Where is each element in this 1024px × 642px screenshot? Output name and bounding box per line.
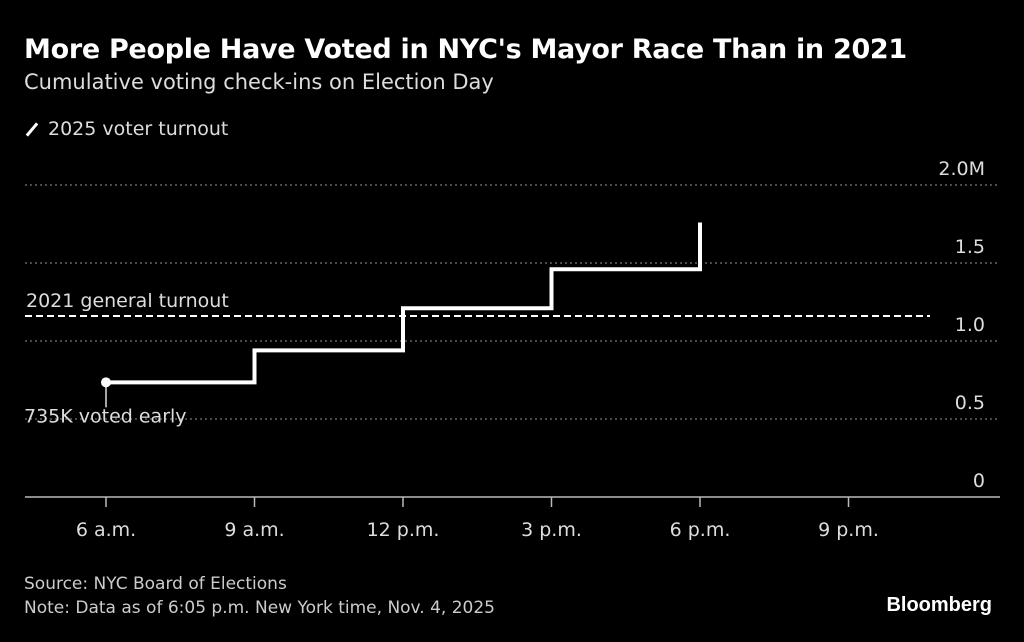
source-note: Source: NYC Board of Elections bbox=[24, 574, 287, 594]
chart-subtitle: Cumulative voting check-ins on Election … bbox=[24, 70, 494, 94]
x-tick-label: 9 a.m. bbox=[224, 519, 284, 541]
x-tick-label: 3 p.m. bbox=[521, 519, 582, 541]
bloomberg-logo: Bloomberg bbox=[886, 594, 992, 616]
x-tick-label: 12 p.m. bbox=[367, 519, 440, 541]
y-tick-label: 2.0M bbox=[938, 158, 985, 180]
legend: 2025 voter turnout bbox=[24, 118, 228, 140]
y-tick-label: 1.0 bbox=[955, 314, 985, 336]
y-tick-label: 1.5 bbox=[955, 236, 985, 258]
early-vote-point bbox=[101, 377, 111, 388]
footnote: Note: Data as of 6:05 p.m. New York time… bbox=[24, 598, 495, 618]
series-2025-turnout-line bbox=[106, 222, 702, 385]
y-tick-label: 0.5 bbox=[955, 392, 985, 414]
x-tick-label: 6 a.m. bbox=[76, 519, 136, 541]
y-tick-label: 0 bbox=[973, 470, 985, 492]
x-tick-label: 9 p.m. bbox=[818, 519, 879, 541]
chart-title: More People Have Voted in NYC's Mayor Ra… bbox=[24, 34, 907, 65]
reference-line-label: 2021 general turnout bbox=[26, 290, 229, 312]
annotation-label: 735K voted early bbox=[24, 405, 187, 427]
x-tick-label: 6 p.m. bbox=[670, 519, 731, 541]
legend-label: 2025 voter turnout bbox=[48, 118, 229, 140]
